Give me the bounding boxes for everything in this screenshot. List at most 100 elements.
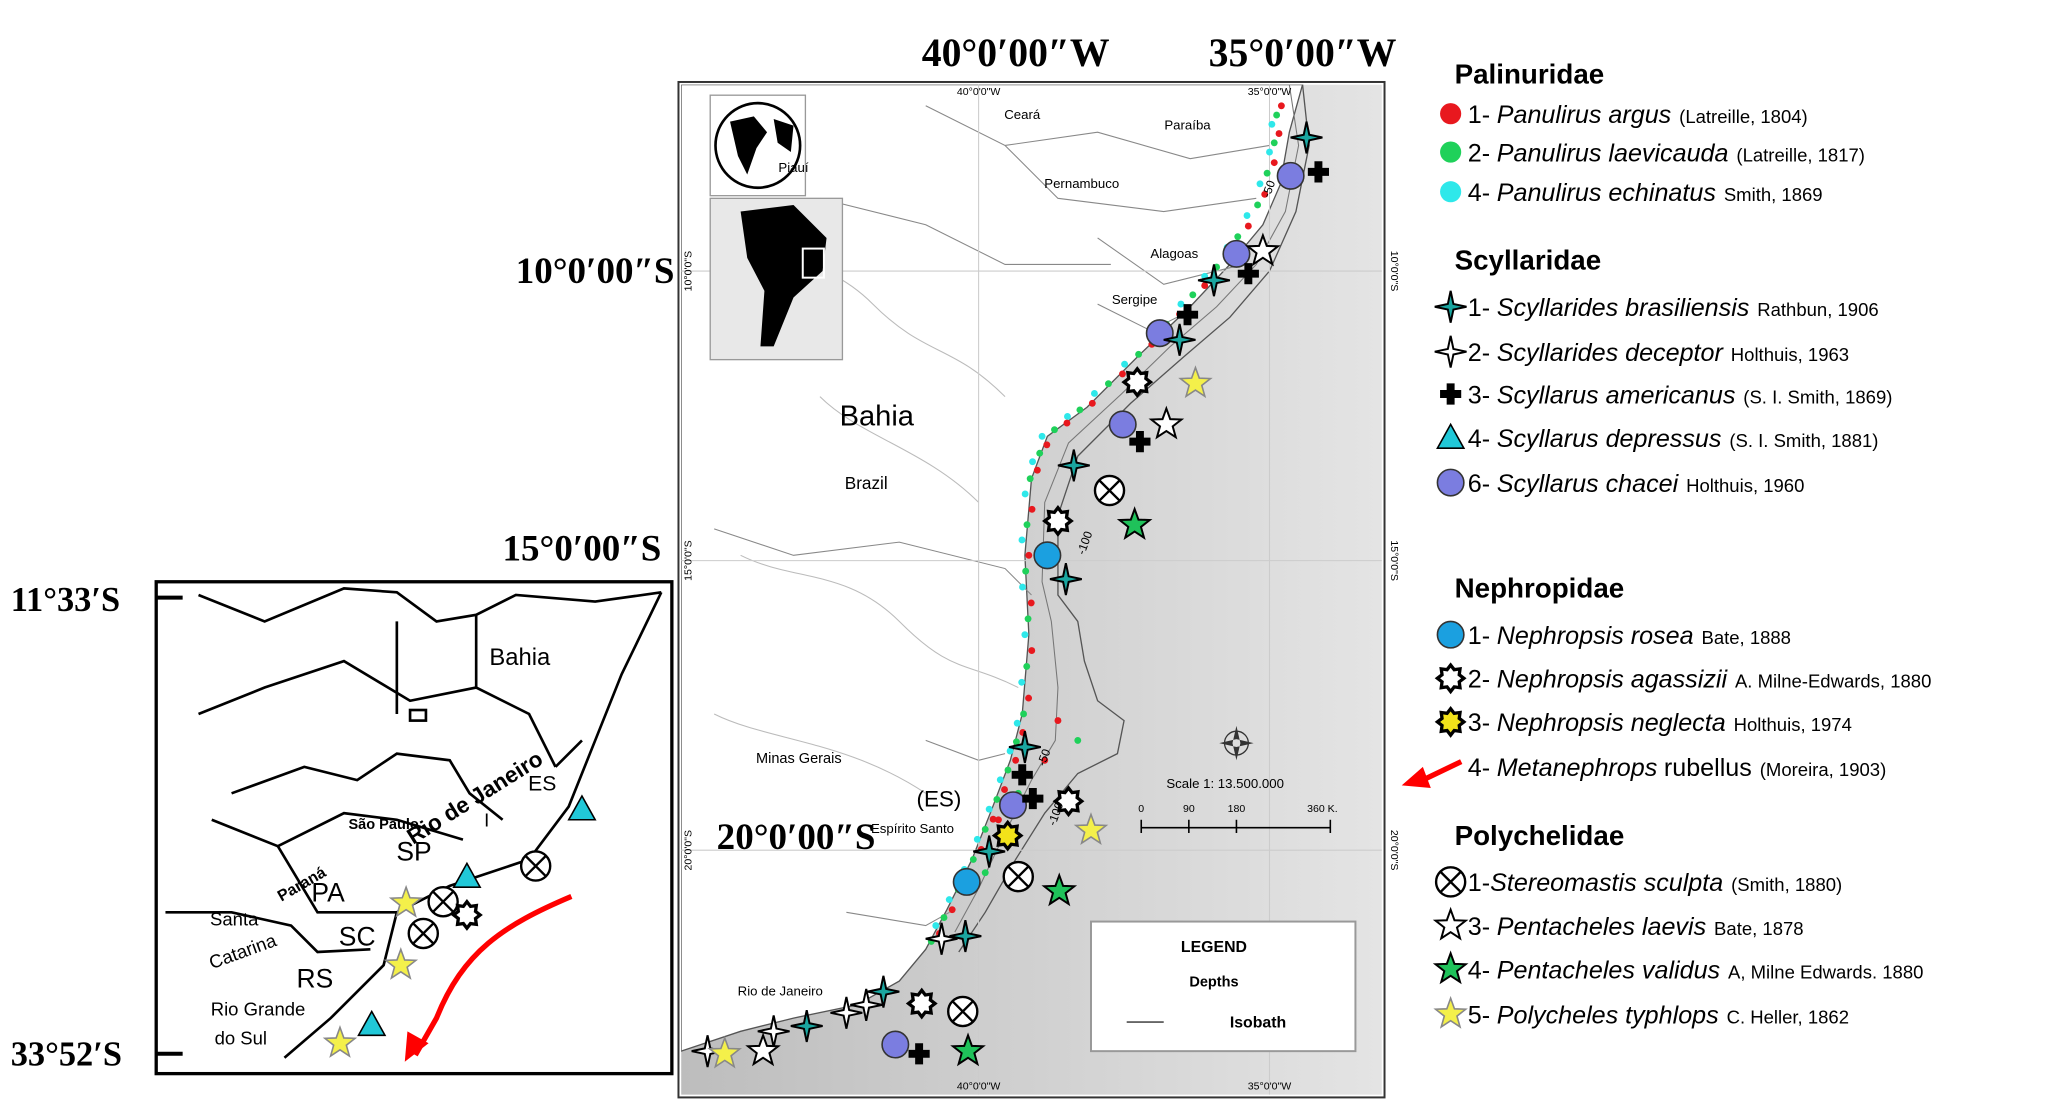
coastal-dot <box>1277 102 1285 110</box>
marker <box>407 917 440 950</box>
family-title: Scyllaridae <box>1455 245 1602 276</box>
globe-land <box>730 116 794 175</box>
coastal-dot <box>1275 130 1283 137</box>
star5-icon <box>1432 950 1469 985</box>
marker <box>1237 263 1259 285</box>
marker <box>973 835 1006 868</box>
otimes-icon <box>1098 479 1121 502</box>
marker <box>905 987 938 1020</box>
species-name: Panulirus echinatus <box>1497 179 1717 207</box>
inset-place-name: ES <box>528 773 556 796</box>
otimes-icon <box>951 1000 974 1023</box>
marker <box>952 867 981 896</box>
cross-icon <box>1129 431 1151 453</box>
coastal-dot <box>1063 419 1071 427</box>
coastal-dot <box>1076 406 1084 414</box>
isobath-line <box>958 84 1310 953</box>
entry-number: 1- <box>1468 101 1490 129</box>
coastal-dot <box>996 776 1004 784</box>
coastal-dot <box>1025 694 1033 702</box>
entry-number: 1- <box>1468 294 1490 322</box>
star4-icon <box>1057 449 1090 482</box>
coastal-dot <box>1024 615 1032 623</box>
coastal-dot <box>995 816 1002 824</box>
legend-entry: 3- Nephropsis neglecta Holthuis, 1974 <box>1468 709 1852 737</box>
species-authority: A, Milne Edwards. 1880 <box>1728 961 1923 982</box>
species-name: Scyllarides deceptor <box>1497 339 1725 367</box>
species-name: Pentacheles validus <box>1497 956 1721 984</box>
cross-icon <box>1022 788 1044 810</box>
entry-number: 4- <box>1468 956 1490 984</box>
scale-bar <box>1140 819 1332 833</box>
circle-icon <box>1436 468 1465 497</box>
marker <box>1440 141 1462 163</box>
star5-icon <box>1433 995 1468 1029</box>
marker <box>908 1043 930 1065</box>
species-name: Panulirus argus <box>1497 101 1672 129</box>
grid-label: 10°0'0"S <box>683 251 695 292</box>
marker <box>1433 995 1468 1029</box>
marker <box>1057 449 1090 482</box>
coastal-dot <box>1021 631 1029 639</box>
marker <box>1073 812 1109 846</box>
place-name: Minas Gerais <box>756 751 842 767</box>
coastal-dot <box>1261 190 1269 198</box>
grid-label: 20°0'0"S <box>683 830 695 871</box>
place-name: Bahia <box>840 401 915 433</box>
gear-icon <box>1434 662 1467 695</box>
circle-icon <box>881 1030 910 1059</box>
star4-icon <box>1197 264 1231 297</box>
marker <box>850 988 883 1021</box>
coastal-dot <box>1025 551 1033 559</box>
coastal-dot <box>1023 662 1031 670</box>
star4-icon <box>830 996 863 1029</box>
entry-number: 4- <box>1468 425 1490 453</box>
star5-icon <box>707 1035 743 1069</box>
coastal-dot <box>1051 426 1058 434</box>
star4-icon <box>1434 290 1467 323</box>
coastal-dot <box>1001 786 1008 794</box>
map-legend-subtitle: Depths <box>1189 974 1238 990</box>
star4-icon <box>867 975 900 1008</box>
circle-icon <box>1436 620 1465 649</box>
coastal-dot <box>993 795 1001 803</box>
coastal-dot <box>948 906 956 914</box>
coastal-dot <box>1013 719 1021 727</box>
marker <box>1440 181 1462 203</box>
scale-tick-label: 90 <box>1183 803 1195 815</box>
species-name: Nephropsis neglecta <box>1497 709 1726 737</box>
scale-title: Scale 1: 13.500.000 <box>1166 776 1284 791</box>
species-name: Nephropsis rosea <box>1497 622 1694 650</box>
star4-icon <box>1434 335 1467 368</box>
inset-place-name: São Paulo <box>348 817 418 833</box>
family-title: Polychelidae <box>1455 820 1625 851</box>
legend-entry: 1- Panulirus argus (Latreille, 1804) <box>1468 101 1808 129</box>
marker <box>1093 474 1126 507</box>
family-title: Palinuridae <box>1455 58 1605 89</box>
entry-number: 4- <box>1468 754 1490 782</box>
species-name: Scyllarus americanus <box>1497 381 1736 409</box>
coastal-dot <box>1004 766 1012 774</box>
star5-icon <box>1073 812 1109 846</box>
coastal-dot <box>1012 738 1020 746</box>
inset-ticks <box>156 595 183 1056</box>
marker <box>1436 620 1465 649</box>
gear-icon <box>1042 505 1074 537</box>
inset-place-name: Bahia <box>489 644 551 671</box>
isobath-label: -50 <box>1259 178 1278 199</box>
marker <box>867 975 900 1008</box>
latitude-label: 15°0′00″S <box>503 529 662 570</box>
compass <box>1219 725 1254 761</box>
star4-icon <box>1049 563 1082 596</box>
marker <box>1042 505 1074 537</box>
place-name: Paraíba <box>1164 118 1211 133</box>
coastal-dot <box>989 815 997 823</box>
scale-tick-label: 180 <box>1228 803 1246 815</box>
coastal-dot <box>1263 169 1271 177</box>
gear-icon <box>1121 366 1154 399</box>
longitude-label: 40°0′00″W <box>922 31 1110 75</box>
species-name: Nephropsis agassizii <box>1497 666 1729 694</box>
coastal-dot <box>1189 291 1197 299</box>
isobath-label: -50 <box>1034 747 1053 768</box>
